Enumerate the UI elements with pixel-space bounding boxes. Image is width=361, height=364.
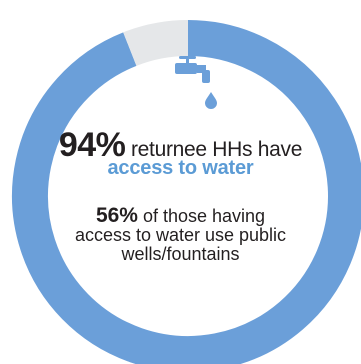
headline-text: returnee HHs have bbox=[125, 138, 303, 161]
subtext-line3: wells/fountains bbox=[121, 244, 240, 264]
donut-slice-no-access bbox=[123, 20, 189, 67]
subtext-line1-rest: of those having bbox=[137, 206, 266, 226]
subtext: 56% of those having access to water use … bbox=[0, 204, 361, 264]
headline: 94% returnee HHs have bbox=[0, 128, 361, 162]
headline-highlight: access to water bbox=[107, 157, 254, 179]
headline-percent: 94% bbox=[58, 126, 126, 164]
subtext-percent: 56% bbox=[95, 204, 138, 227]
subtext-line2: access to water use public bbox=[74, 225, 287, 245]
water-tap-icon bbox=[175, 56, 217, 109]
subtext-line1: 56% of those having bbox=[0, 204, 361, 227]
donut-slice-access bbox=[12, 20, 361, 364]
